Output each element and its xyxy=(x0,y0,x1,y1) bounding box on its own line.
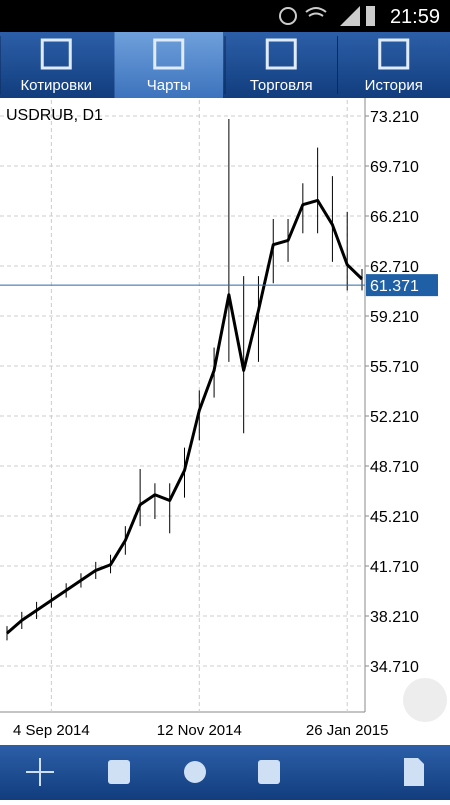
x-tick-label: 26 Jan 2015 xyxy=(306,722,389,739)
y-tick-label: 48.710 xyxy=(370,459,419,476)
tab-label[interactable]: Чарты xyxy=(147,77,191,94)
menu-button[interactable] xyxy=(403,678,447,722)
alarm-icon xyxy=(279,7,297,25)
y-tick-label: 55.710 xyxy=(370,359,419,376)
price-label: 61.371 xyxy=(370,278,419,295)
tab-icon[interactable] xyxy=(153,38,185,70)
period-button[interactable] xyxy=(184,761,206,783)
tab-icon[interactable] xyxy=(378,38,410,70)
tab-label[interactable]: История xyxy=(365,77,423,94)
price-label-box xyxy=(366,274,438,297)
y-tick-label: 45.210 xyxy=(370,509,419,526)
signal-icon xyxy=(340,6,360,26)
indicator-button[interactable] xyxy=(258,760,280,784)
y-tick-label: 52.210 xyxy=(370,409,419,426)
tab-label[interactable]: Торговля xyxy=(250,77,313,94)
y-tick-label: 69.710 xyxy=(370,159,419,176)
x-tick-label: 12 Nov 2014 xyxy=(157,722,242,739)
crosshair-button[interactable] xyxy=(26,758,54,786)
chart-area xyxy=(0,98,450,745)
active-tab xyxy=(114,32,223,98)
toolbar xyxy=(0,745,450,800)
y-tick-label: 62.710 xyxy=(370,259,419,276)
tab-icon[interactable] xyxy=(40,38,72,70)
objects-button[interactable] xyxy=(404,758,424,786)
status-time: 21:59 xyxy=(390,6,440,28)
status-bar xyxy=(0,0,450,32)
battery-icon xyxy=(366,6,375,26)
y-tick-label: 73.210 xyxy=(370,109,419,126)
chart-title: USDRUB, D1 xyxy=(6,107,103,124)
y-tick-label: 66.210 xyxy=(370,209,419,226)
x-tick-label: 4 Sep 2014 xyxy=(13,722,90,739)
tab-label[interactable]: Котировки xyxy=(20,77,92,94)
wifi-icon xyxy=(305,7,327,17)
tab-icon[interactable] xyxy=(265,38,297,70)
y-tick-label: 41.710 xyxy=(370,559,419,576)
trade-button[interactable] xyxy=(108,760,130,784)
moving-average xyxy=(6,198,364,635)
y-tick-label: 34.710 xyxy=(370,659,419,676)
y-tick-label: 38.210 xyxy=(370,609,419,626)
y-tick-label: 59.210 xyxy=(370,309,419,326)
